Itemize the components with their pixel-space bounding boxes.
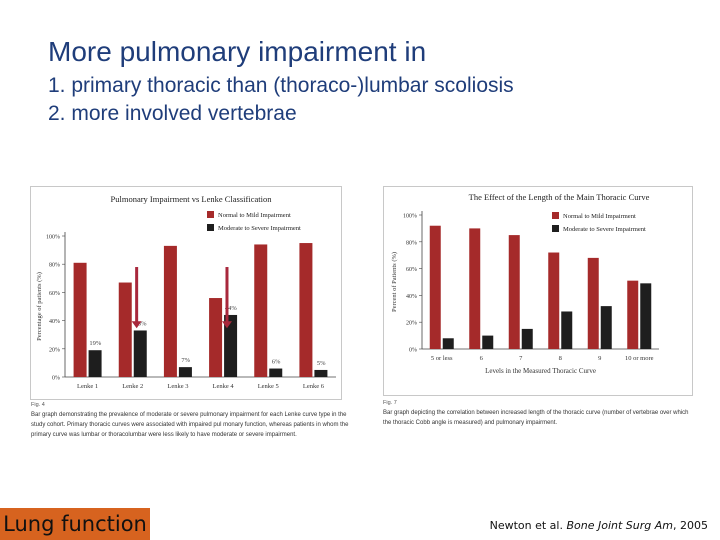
bar-moderate-severe [314, 369, 328, 377]
legend-swatch-normal-mild [552, 212, 559, 219]
x-axis-label: Levels in the Measured Thoracic Curve [485, 367, 596, 375]
legend-swatch-moderate-severe [552, 225, 559, 232]
chart-title: Pulmonary Impairment vs Lenke Classifica… [111, 194, 273, 204]
bar-normal-mild [209, 298, 223, 377]
data-label: 5% [317, 360, 326, 367]
slide-point-2: 2. more involved vertebrae [48, 102, 297, 125]
chart-title: The Effect of the Length of the Main Tho… [469, 192, 650, 202]
citation-year: , 2005 [673, 519, 708, 532]
bar-moderate-severe [178, 367, 192, 377]
bar-normal-mild [469, 228, 481, 349]
bar-moderate-severe [442, 338, 454, 349]
x-tick-label: 8 [559, 355, 562, 362]
bar-normal-mild [254, 244, 268, 377]
citation: Newton et al. Bone Joint Surg Am, 2005 [490, 519, 708, 532]
bar-normal-mild [548, 252, 560, 349]
bar-normal-mild [163, 245, 177, 377]
bar-moderate-severe [88, 350, 102, 377]
figure-curve-length-chart: The Effect of the Length of the Main Tho… [383, 186, 693, 396]
y-tick-label: 20% [49, 347, 60, 353]
x-tick-label: 7 [519, 355, 523, 362]
x-tick-label: 5 or less [431, 355, 453, 362]
data-label: 44% [225, 305, 238, 312]
bar-normal-mild [429, 225, 441, 349]
y-tick-label: 0% [52, 376, 60, 382]
curve-length-bar-chart: The Effect of the Length of the Main Tho… [391, 192, 659, 375]
y-axis-label: Percent of Patients (%) [391, 252, 398, 312]
x-tick-label: Lenke 4 [213, 383, 235, 390]
x-tick-label: Lenke 5 [258, 383, 279, 390]
data-label: 33% [135, 320, 148, 327]
fig4-label: Fig. 4 [31, 402, 45, 408]
y-tick-label: 80% [406, 240, 417, 246]
footer-section-label: Lung function [0, 508, 150, 540]
slide-title: More pulmonary impairment in [48, 36, 427, 67]
fig7-label: Fig. 7 [383, 400, 397, 406]
x-tick-label: 10 or more [625, 355, 654, 362]
fig4-caption-text: Bar graph demonstrating the prevalence o… [31, 412, 349, 438]
y-tick-label: 0% [409, 348, 417, 354]
fig7-caption-text: Bar graph depicting the correlation betw… [383, 410, 689, 426]
bar-normal-mild [73, 262, 87, 377]
data-label: 6% [272, 359, 281, 366]
y-tick-label: 100% [403, 214, 417, 220]
y-tick-label: 100% [46, 235, 60, 241]
legend-label: Normal to Mild Impairment [563, 213, 636, 220]
annotation-arrow-head [131, 321, 142, 329]
bar-normal-mild [299, 243, 313, 377]
data-label: 7% [181, 357, 190, 364]
y-tick-label: 60% [406, 267, 417, 273]
y-tick-label: 40% [406, 294, 417, 300]
bar-moderate-severe [561, 311, 573, 349]
bar-normal-mild [587, 257, 599, 349]
legend-label: Moderate to Severe Impairment [218, 225, 301, 232]
bar-moderate-severe [224, 314, 238, 377]
citation-authors: Newton et al. [489, 519, 567, 532]
title-block: More pulmonary impairment in 1. primary … [48, 36, 514, 130]
slide-point-1: 1. primary thoracic than (thoraco-)lumba… [48, 74, 514, 97]
legend-label: Normal to Mild Impairment [218, 212, 291, 219]
data-label: 19% [89, 340, 102, 347]
y-axis-label: Percentage of patients (%) [36, 272, 43, 341]
x-tick-label: 9 [598, 355, 601, 362]
bar-moderate-severe [133, 330, 147, 377]
bar-normal-mild [627, 280, 639, 349]
caption-fig7: Fig. 7 Bar graph depicting the correlati… [383, 398, 698, 428]
bar-normal-mild [508, 235, 520, 349]
x-tick-label: Lenke 3 [167, 383, 188, 390]
bar-moderate-severe [600, 306, 612, 349]
bar-moderate-severe [482, 335, 494, 349]
bar-moderate-severe [269, 368, 283, 377]
x-tick-label: Lenke 2 [122, 383, 143, 390]
citation-journal: Bone Joint Surg Am [566, 519, 673, 532]
x-tick-label: Lenke 6 [303, 383, 325, 390]
figure-lenke-chart: Pulmonary Impairment vs Lenke Classifica… [30, 186, 342, 400]
annotation-arrow-head [221, 321, 232, 329]
bar-moderate-severe [521, 328, 533, 349]
y-tick-label: 20% [406, 321, 417, 327]
legend-label: Moderate to Severe Impairment [563, 226, 646, 233]
y-tick-label: 80% [49, 263, 60, 269]
y-tick-label: 60% [49, 291, 60, 297]
bar-normal-mild [118, 282, 132, 377]
y-tick-label: 40% [49, 319, 60, 325]
lenke-bar-chart: Pulmonary Impairment vs Lenke Classifica… [36, 194, 336, 390]
x-tick-label: 6 [480, 355, 484, 362]
legend-swatch-normal-mild [207, 211, 214, 218]
x-tick-label: Lenke 1 [77, 383, 98, 390]
bar-moderate-severe [640, 283, 652, 349]
legend-swatch-moderate-severe [207, 224, 214, 231]
caption-fig4: Fig. 4 Bar graph demonstrating the preva… [31, 400, 361, 440]
